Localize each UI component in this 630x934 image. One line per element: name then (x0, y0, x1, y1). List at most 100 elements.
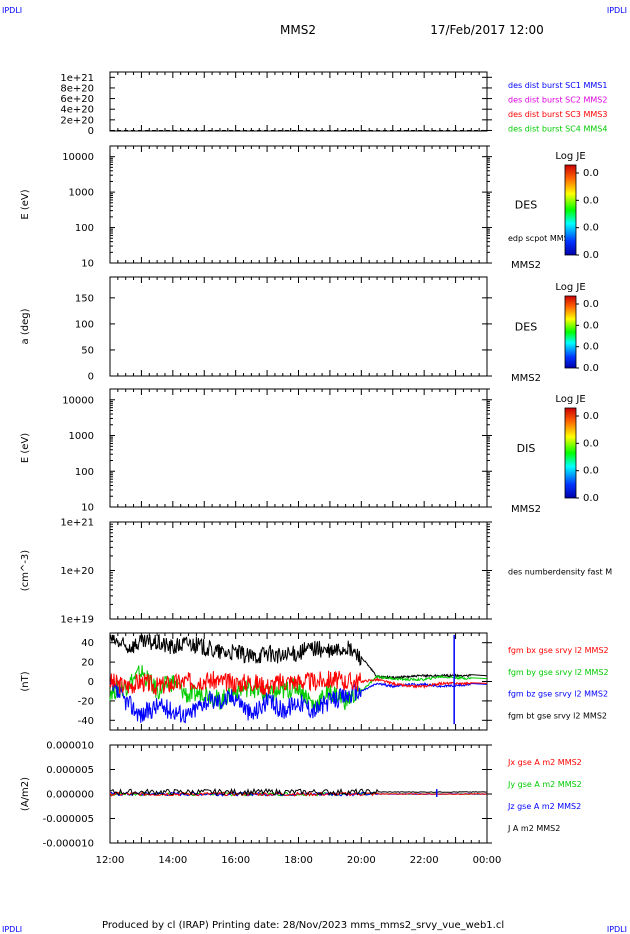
current-line (109, 791, 487, 797)
legend-entry: fgm bz gse srvy l2 MMS2 (508, 690, 608, 699)
x-tick-label: 20:00 (347, 855, 376, 866)
y-tick-label: 6e+20 (60, 94, 94, 105)
spacecraft-title: MMS2 (280, 23, 316, 37)
y-tick-label: 150 (75, 293, 94, 304)
y-tick-label: 0 (88, 126, 94, 137)
y-tick-label: -0.000010 (43, 839, 94, 850)
corner-label: IPDLI (607, 6, 627, 15)
y-tick-label: 20 (81, 658, 94, 669)
legend-entry: Jy gse A m2 MMS2 (507, 780, 582, 789)
y-tick-label: -20 (78, 696, 94, 707)
legend-entry: fgm by gse srvy l2 MMS2 (508, 668, 609, 677)
colorbar (564, 407, 577, 499)
y-tick-label: 0.000005 (46, 765, 94, 776)
colorbar-value: 0.0 (583, 195, 599, 206)
y-axis-label: E (eV) (20, 433, 31, 463)
y-tick-label: 8e+20 (60, 83, 94, 94)
y-tick-label: 0.000000 (46, 790, 94, 801)
panel-frame (109, 521, 488, 620)
y-tick-label: 100 (75, 467, 94, 478)
colorbar-value: 0.0 (583, 411, 599, 422)
colorbar-value: 0.0 (583, 250, 599, 261)
fgm-line-by (109, 665, 488, 712)
y-tick-label: 0.000010 (46, 741, 94, 752)
y-tick-label: 1000 (69, 431, 94, 442)
colorbar-value: 0.0 (583, 168, 599, 179)
colorbar-value: 0.0 (583, 320, 599, 331)
panel-label: DES (515, 321, 537, 334)
colorbar-value: 0.0 (583, 493, 599, 504)
y-tick-label: 10 (81, 503, 94, 514)
spacecraft-label: MMS2 (511, 504, 541, 515)
colorbar-value: 0.0 (583, 438, 599, 449)
y-tick-label: 100 (75, 223, 94, 234)
colorbar-title: Log JE (555, 151, 585, 162)
panel-label: des numberdensity fast M (508, 568, 612, 577)
colorbar-value: 0.0 (583, 363, 599, 374)
y-tick-label: 40 (81, 638, 94, 649)
panel-label: DES (515, 199, 537, 212)
colorbar-title: Log JE (555, 282, 585, 293)
y-tick-label: 10 (81, 259, 94, 270)
colorbar-title: Log JE (555, 394, 585, 405)
spacecraft-label: MMS2 (511, 260, 541, 271)
y-tick-label: 1e+21 (60, 73, 94, 84)
panel-curr: (A/m2) 0.000010 0.000005 0.000000 -0.000005 -… (20, 741, 582, 850)
corner-label: IPDLI (2, 6, 22, 15)
corner-labels: IPDLI IPDLI IPDLI IPDLI (2, 6, 627, 934)
x-tick-label: 22:00 (410, 855, 439, 866)
x-tick-label: 16:00 (221, 855, 250, 866)
y-tick-label: 1e+21 (60, 518, 94, 529)
y-tick-label: 10000 (62, 152, 94, 163)
x-tick-label: 12:00 (96, 855, 125, 866)
corner-label: IPDLI (607, 925, 627, 934)
panel-fgm: (nT) 40 20 0 -20 -40 fgm bx gse srvy l2 MMS2 fg… (20, 632, 609, 731)
panel-dis_e: E (eV) 10000 1000 100 10 DIS MMS2 Log JE 0.0 0.0 0… (20, 388, 599, 515)
fgm-line-bt (109, 633, 488, 680)
footer: Produced by cl (IRAP) Printing date: 28/… (102, 920, 504, 931)
y-axis-label: E (eV) (20, 189, 31, 219)
date-title: 17/Feb/2017 12:00 (430, 23, 544, 37)
y-tick-label: -40 (78, 716, 94, 727)
legend-entry: des dist burst SC3 MMS3 (508, 110, 607, 119)
y-tick-label: 0 (88, 372, 94, 383)
y-tick-label: -0.000005 (43, 814, 94, 825)
y-axis-label: (A/m2) (20, 777, 31, 811)
legend-entry: des dist burst SC4 MMS4 (508, 125, 607, 134)
colorbar-value: 0.0 (583, 342, 599, 353)
spacecraft-label: MMS2 (511, 373, 541, 384)
fgm-series (109, 633, 488, 725)
fgm-line-bx (109, 670, 488, 696)
colorbar-value: 0.0 (583, 223, 599, 234)
colorbar (564, 164, 577, 256)
corner-label: IPDLI (2, 925, 22, 934)
x-tick-label: 00:00 (473, 855, 502, 866)
y-axis-label: (nT) (20, 671, 31, 691)
colorbar (564, 295, 577, 369)
y-tick-label: 1e+19 (60, 615, 94, 626)
x-tick-label: 14:00 (158, 855, 187, 866)
y-tick-label: 0 (88, 677, 94, 688)
scpot-blip (274, 256, 277, 262)
legend-entry: J A m2 MMS2 (507, 824, 560, 833)
current-line (109, 787, 487, 797)
header: MMS2 17/Feb/2017 12:00 (280, 23, 544, 37)
legend-entry: fgm bt gse srvy l2 MMS2 (508, 711, 607, 720)
colorbar-value: 0.0 (583, 466, 599, 477)
legend-entry: Jz gse A m2 MMS2 (507, 802, 581, 811)
panel-frame (109, 145, 488, 264)
legend-entry: des dist burst SC2 MMS2 (508, 96, 607, 105)
current-series (109, 787, 487, 797)
x-tick-label: 18:00 (284, 855, 313, 866)
footer-text: Produced by cl (IRAP) Printing date: 28/… (102, 920, 504, 931)
panel-frame (109, 276, 488, 377)
panel-des_a: a (deg) 150 100 50 0 DES MMS2 Log JE 0.0 0.0 0.0 0.… (20, 276, 599, 384)
legend-entry: Jx gse A m2 MMS2 (507, 758, 582, 767)
y-tick-label: 50 (81, 345, 94, 356)
panel-dens: (cm^-3) 1e+21 1e+20 1e+19 des numberdensity … (20, 518, 612, 626)
y-tick-label: 2e+20 (60, 115, 94, 126)
y-tick-label: 10000 (62, 395, 94, 406)
